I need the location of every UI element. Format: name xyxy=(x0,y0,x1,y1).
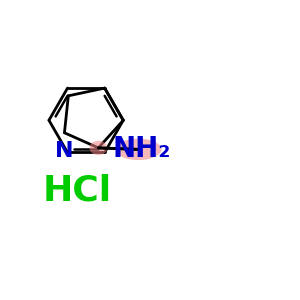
Text: NH₂: NH₂ xyxy=(113,135,171,164)
Text: HCl: HCl xyxy=(43,173,112,207)
Ellipse shape xyxy=(116,139,161,160)
Text: N: N xyxy=(55,141,73,161)
Ellipse shape xyxy=(89,141,107,155)
